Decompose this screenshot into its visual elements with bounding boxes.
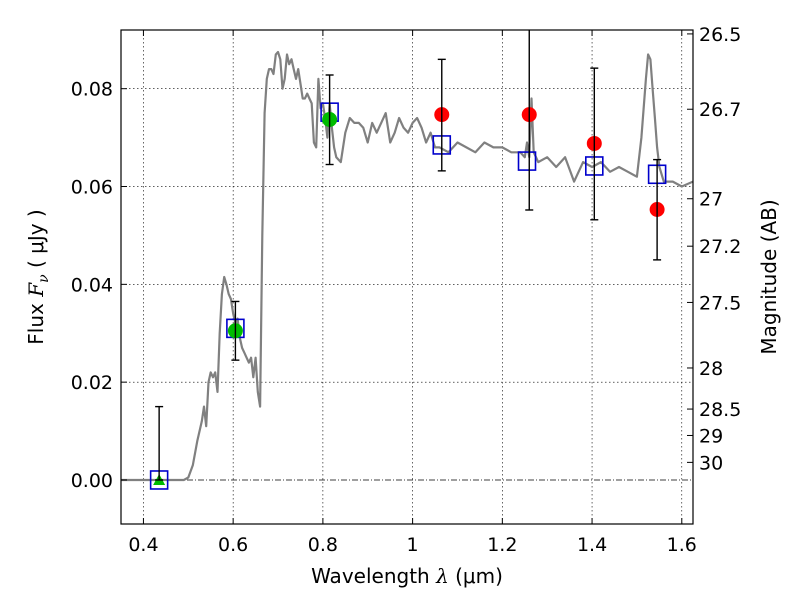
magnitude-tick-label: 29 — [699, 425, 723, 447]
magnitude-tick-label: 26.7 — [699, 99, 741, 121]
y-tick-label: 0.06 — [71, 177, 113, 199]
x-tick-label: 1.6 — [667, 534, 697, 556]
magnitude-tick-label: 30 — [699, 452, 723, 474]
magnitude-axis-ticks: 26.5 26.7 27 27.2 27.5 28 28.5 29 30 — [687, 24, 741, 474]
x-tick-label: 1 — [407, 534, 419, 556]
magnitude-tick-label: 27 — [699, 189, 723, 211]
y-axis-label: Flux Fν ( μJy ) — [24, 209, 52, 344]
x-tick-label: 0.4 — [128, 534, 158, 556]
x-tick-label: 1.2 — [487, 534, 517, 556]
x-axis-ticks: 0.4 0.6 0.8 1 1.2 1.4 1.6 — [128, 30, 697, 556]
magnitude-tick-label: 26.5 — [699, 24, 741, 46]
y-tick-label: 0.00 — [71, 470, 113, 492]
magnitude-tick-label: 28.5 — [699, 399, 741, 421]
magnitude-tick-label: 27.2 — [699, 236, 741, 258]
y-tick-label: 0.02 — [71, 372, 113, 394]
y-tick-label: 0.04 — [71, 274, 113, 296]
plot-frame — [120, 29, 694, 525]
x-tick-label: 0.8 — [308, 534, 338, 556]
error-bars — [155, 30, 662, 481]
magnitude-tick-label: 28 — [699, 358, 723, 380]
x-axis-label: Wavelength λ (μm) — [311, 564, 503, 588]
sed-model-curve — [121, 50, 693, 482]
magnitude-axis-label: Magnitude (AB) — [757, 199, 781, 354]
grid-lines — [121, 30, 693, 524]
magnitude-tick-label: 27.5 — [699, 292, 741, 314]
x-tick-label: 0.6 — [218, 534, 248, 556]
y-tick-label: 0.08 — [71, 79, 113, 101]
model-box — [517, 151, 537, 171]
y-axis-ticks: 0.00 0.02 0.04 0.06 0.08 — [71, 79, 127, 492]
x-tick-label: 1.4 — [577, 534, 607, 556]
